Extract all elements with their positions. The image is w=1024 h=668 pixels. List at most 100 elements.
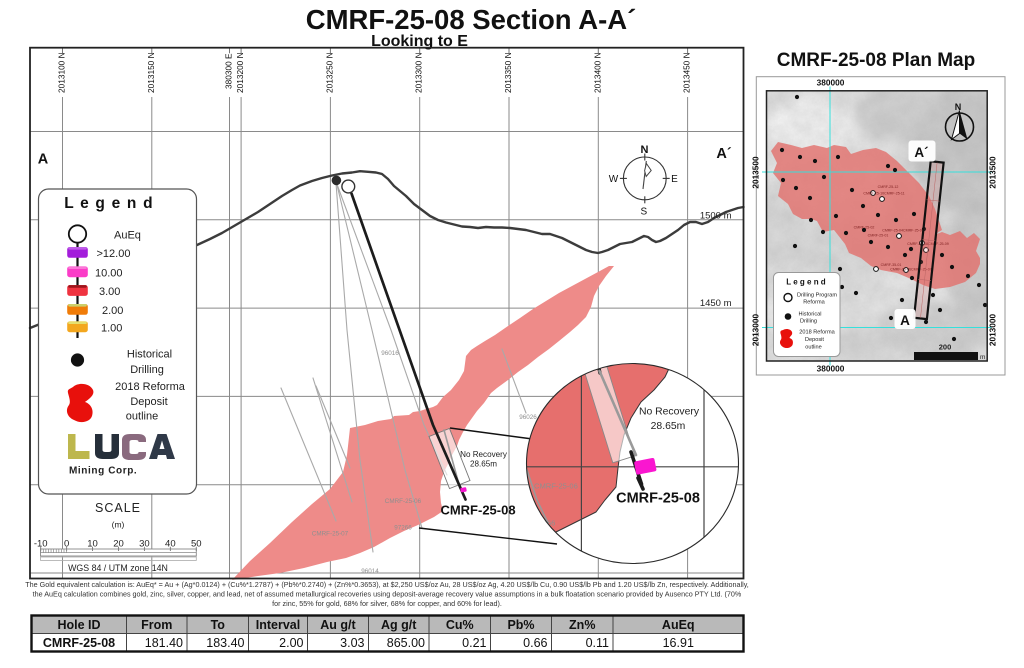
svg-text:2013400 N: 2013400 N <box>592 52 602 93</box>
svg-text:Drilling Program: Drilling Program <box>797 293 837 299</box>
svg-text:CMRF-25-08: CMRF-25-08 <box>43 636 115 650</box>
svg-text:L e g e n d: L e g e n d <box>786 278 826 287</box>
svg-text:S: S <box>640 207 647 218</box>
svg-text:A: A <box>900 313 910 328</box>
svg-text:L e g e n d: L e g e n d <box>64 195 154 212</box>
svg-text:CMRF-25-06: CMRF-25-06 <box>385 498 422 505</box>
svg-text:From: From <box>141 618 172 632</box>
svg-text:0.11: 0.11 <box>586 636 609 650</box>
svg-text:AuEq: AuEq <box>662 618 695 632</box>
svg-text:>12.00: >12.00 <box>97 248 131 260</box>
svg-text:97266: 97266 <box>394 525 412 532</box>
svg-text:865.00: 865.00 <box>387 636 425 650</box>
svg-text:Zn%: Zn% <box>569 618 595 632</box>
svg-text:2013300 N: 2013300 N <box>414 52 424 93</box>
svg-text:96026: 96026 <box>519 414 537 421</box>
svg-text:E: E <box>671 174 678 185</box>
svg-text:CMRF-25-01: CMRF-25-01 <box>868 234 889 238</box>
svg-text:28.65m: 28.65m <box>651 421 686 432</box>
svg-text:Looking to E: Looking to E <box>371 33 468 50</box>
svg-text:2013000: 2013000 <box>988 313 998 346</box>
svg-text:2013350 N: 2013350 N <box>503 52 513 93</box>
svg-text:3.03: 3.03 <box>340 636 364 650</box>
svg-text:2013000: 2013000 <box>751 313 761 346</box>
svg-text:A´: A´ <box>716 146 731 162</box>
svg-text:CMRF-25-06CMRF-25-07: CMRF-25-06CMRF-25-07 <box>890 268 932 272</box>
svg-text:2.00: 2.00 <box>102 305 123 317</box>
svg-text:1450 m: 1450 m <box>700 298 732 309</box>
svg-text:50: 50 <box>191 539 202 550</box>
svg-text:Historical: Historical <box>127 349 172 361</box>
svg-text:Hole ID: Hole ID <box>57 618 100 632</box>
svg-text:10.00: 10.00 <box>95 268 123 280</box>
svg-text:W: W <box>609 174 619 185</box>
svg-text:Cu%: Cu% <box>446 618 474 632</box>
svg-text:Drilling: Drilling <box>800 319 817 325</box>
svg-text:3.00: 3.00 <box>99 286 120 298</box>
svg-text:20: 20 <box>113 539 124 550</box>
svg-text:SCALE: SCALE <box>95 501 141 515</box>
svg-text:(m): (m) <box>112 520 125 530</box>
svg-text:A: A <box>38 152 49 168</box>
svg-text:2013250 N: 2013250 N <box>324 52 334 93</box>
svg-text:outline: outline <box>805 345 821 351</box>
svg-text:AuEq: AuEq <box>114 230 141 242</box>
svg-text:380000: 380000 <box>817 364 845 374</box>
svg-text:Mining Corp.: Mining Corp. <box>69 466 137 477</box>
svg-text:Ag g/t: Ag g/t <box>381 618 417 632</box>
svg-text:200: 200 <box>939 343 952 352</box>
svg-text:Au g/t: Au g/t <box>320 618 356 632</box>
svg-text:CMRF-25-07: CMRF-25-07 <box>312 531 349 538</box>
svg-text:No Recovery: No Recovery <box>460 450 508 459</box>
svg-text:380300 E: 380300 E <box>224 53 234 89</box>
svg-text:2013500: 2013500 <box>988 156 998 189</box>
svg-text:CMRF-25-02: CMRF-25-02 <box>854 226 875 230</box>
svg-text:2013500: 2013500 <box>751 156 761 189</box>
svg-text:Drilling: Drilling <box>130 364 164 376</box>
svg-text:N: N <box>955 102 962 112</box>
svg-text:the AuEq calculation combines: the AuEq calculation combines gold, zinc… <box>33 590 742 599</box>
svg-text:2013100 N: 2013100 N <box>57 52 67 93</box>
svg-text:To: To <box>211 618 226 632</box>
svg-text:N: N <box>641 144 649 156</box>
svg-text:Pb%: Pb% <box>507 618 534 632</box>
svg-text:CMRF-25-10CMRF-25-11: CMRF-25-10CMRF-25-11 <box>863 192 904 196</box>
svg-text:2013200 N: 2013200 N <box>235 52 245 93</box>
svg-text:0: 0 <box>64 539 69 550</box>
svg-text:380000: 380000 <box>817 78 845 88</box>
svg-text:CMRF-25-08CMRF-25-09: CMRF-25-08CMRF-25-09 <box>907 242 949 246</box>
svg-text:Interval: Interval <box>256 618 300 632</box>
svg-text:No Recovery: No Recovery <box>639 407 700 418</box>
svg-text:96014: 96014 <box>361 568 379 575</box>
svg-text:CMRF-25-06: CMRF-25-06 <box>534 482 578 491</box>
svg-text:181.40: 181.40 <box>145 636 183 650</box>
svg-text:2.00: 2.00 <box>279 636 303 650</box>
svg-text:CMRF-25-08: CMRF-25-08 <box>616 491 700 507</box>
svg-text:28.65m: 28.65m <box>470 460 497 469</box>
svg-text:183.40: 183.40 <box>206 636 244 650</box>
svg-text:CMRF-35-01: CMRF-35-01 <box>881 263 902 267</box>
svg-text:WGS 84 / UTM zone 14N: WGS 84 / UTM zone 14N <box>68 563 168 573</box>
svg-text:Deposit: Deposit <box>805 337 824 343</box>
svg-text:-10: -10 <box>34 539 48 550</box>
svg-text:10: 10 <box>87 539 98 550</box>
svg-text:CMRF-25-04CMRF-25-05: CMRF-25-04CMRF-25-05 <box>882 229 924 233</box>
svg-text:1.00: 1.00 <box>101 323 122 335</box>
svg-text:2018 Reforma: 2018 Reforma <box>799 330 835 336</box>
svg-text:outline: outline <box>126 411 158 423</box>
svg-text:CMRF-25-08: CMRF-25-08 <box>440 503 515 518</box>
svg-text:for zinc, 55% for gold, 68% fo: for zinc, 55% for gold, 68% for silver, … <box>272 599 502 608</box>
svg-text:Reforma: Reforma <box>803 300 825 306</box>
svg-text:A´: A´ <box>914 145 928 160</box>
svg-text:30: 30 <box>139 539 150 550</box>
svg-text:CMRF-25-08 Plan Map: CMRF-25-08 Plan Map <box>777 50 975 71</box>
svg-text:2013450 N: 2013450 N <box>682 52 692 93</box>
svg-text:1500 m: 1500 m <box>700 211 732 222</box>
svg-text:Historical: Historical <box>798 312 821 318</box>
svg-text:CMRF-25-12: CMRF-25-12 <box>878 185 899 189</box>
svg-text:0.66: 0.66 <box>523 636 547 650</box>
svg-text:2018 Reforma: 2018 Reforma <box>115 381 186 393</box>
svg-text:m: m <box>980 354 985 361</box>
svg-text:96016: 96016 <box>381 350 399 357</box>
svg-text:Deposit: Deposit <box>130 396 167 408</box>
